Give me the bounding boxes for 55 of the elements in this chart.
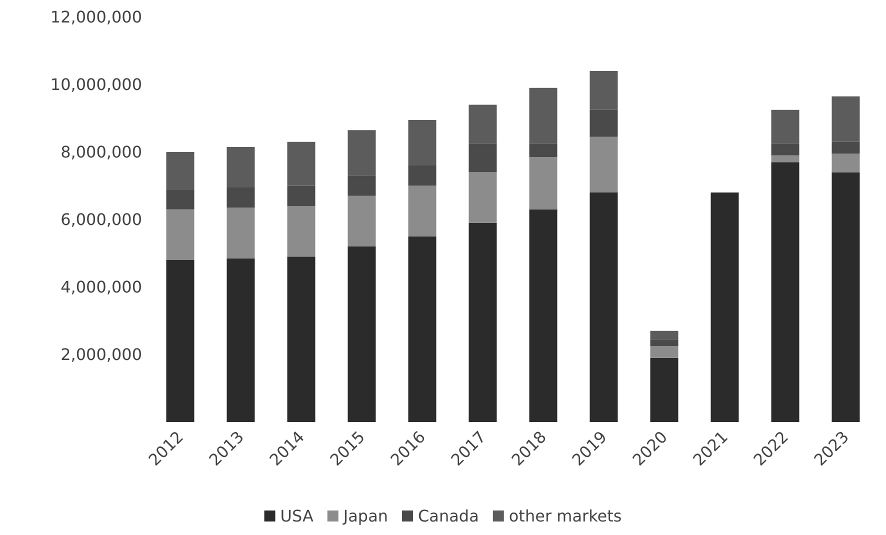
bar [348, 176, 376, 196]
bar [287, 186, 316, 206]
bar [590, 192, 618, 422]
bar [650, 358, 678, 422]
bar [468, 222, 497, 422]
bar [650, 330, 678, 340]
bar [468, 172, 497, 223]
legend-label: USA [280, 506, 314, 526]
legend-label: other markets [508, 506, 622, 526]
legend-label: Japan [342, 506, 388, 526]
bar [408, 166, 436, 186]
bar [710, 192, 739, 422]
bar [832, 154, 860, 172]
bar [408, 186, 436, 236]
legend-label: Canada [418, 506, 479, 526]
bar [408, 120, 436, 166]
bar [650, 339, 678, 346]
bar [408, 236, 436, 422]
bar [348, 130, 376, 176]
bar [771, 144, 800, 156]
bar [771, 155, 800, 162]
bar [771, 162, 800, 422]
bar [166, 152, 194, 190]
bar [529, 209, 558, 422]
bar [590, 110, 618, 137]
bar [287, 206, 316, 257]
bar [832, 142, 860, 154]
bar [226, 258, 255, 422]
bar [468, 104, 497, 144]
y-tick-label: 12,000,000 [50, 8, 142, 26]
bar [832, 96, 860, 142]
bar [771, 110, 800, 144]
bar [226, 208, 255, 258]
bar [529, 144, 558, 158]
bar [226, 146, 255, 188]
bar [166, 189, 194, 210]
bar [287, 142, 316, 186]
bar [166, 209, 194, 260]
y-tick-label: 8,000,000 [60, 142, 142, 162]
bar [590, 136, 618, 192]
bar [468, 144, 497, 172]
y-tick-label: 10,000,000 [50, 75, 142, 94]
bar [529, 88, 558, 144]
y-tick-label: 2,000,000 [60, 345, 142, 364]
bar [348, 196, 376, 246]
bar [529, 157, 558, 210]
y-tick-label: 6,000,000 [60, 210, 142, 229]
bar [590, 71, 618, 110]
y-tick-label: 4,000,000 [60, 278, 142, 296]
bar [650, 346, 678, 358]
bar [166, 260, 194, 422]
bar [832, 172, 860, 422]
bar [226, 187, 255, 208]
bar [348, 246, 376, 422]
bar [287, 256, 316, 422]
